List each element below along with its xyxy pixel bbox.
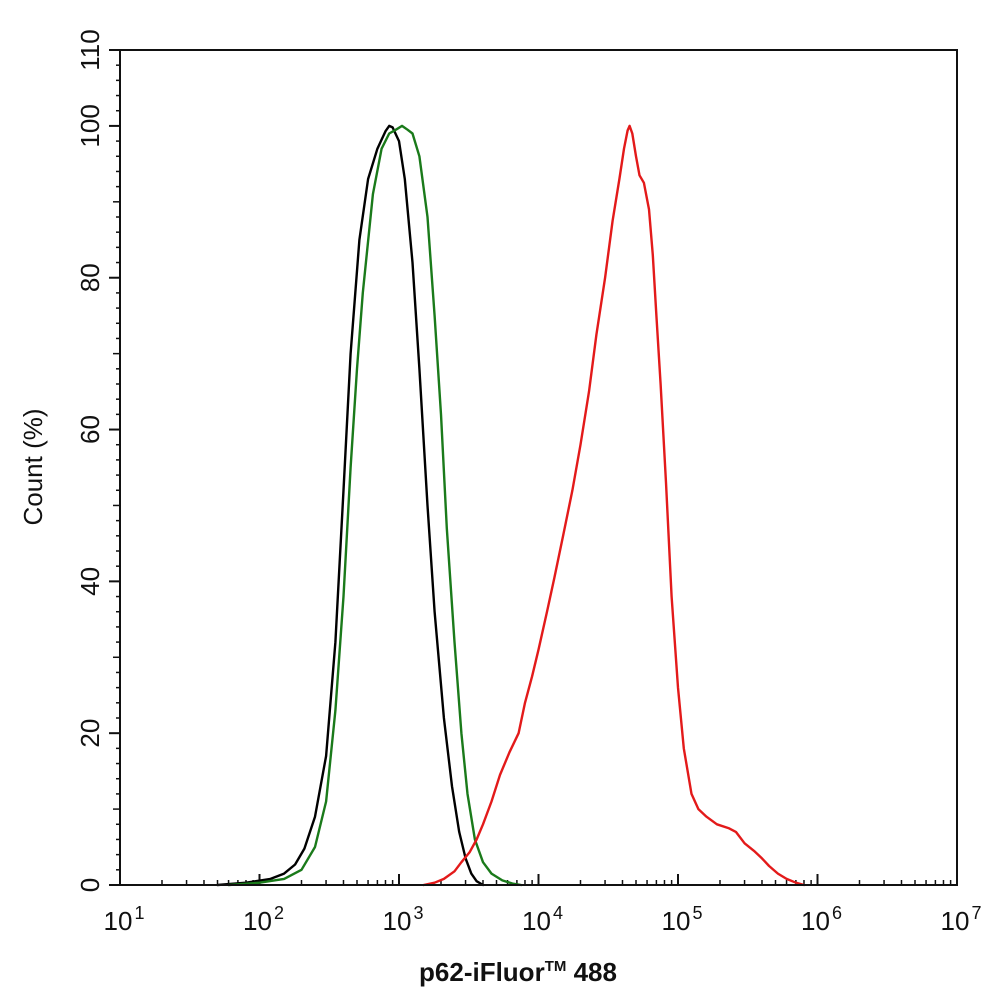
x-tick-exponent: 7 xyxy=(971,903,981,923)
x-tick-label: 10 5 xyxy=(662,903,703,936)
x-tick-labels: 10 1 10 2 10 3 10 4 10 5 10 6 10 7 xyxy=(104,903,982,936)
x-tick-label: 10 6 xyxy=(801,903,842,936)
x-tick-base: 10 xyxy=(941,906,970,936)
y-tick-label: 100 xyxy=(75,104,105,147)
minor-ticks xyxy=(113,64,952,885)
x-tick-label: 10 2 xyxy=(243,903,284,936)
series-line-3 xyxy=(422,124,806,887)
plot-frame xyxy=(119,49,958,886)
x-tick-exponent: 2 xyxy=(274,903,284,923)
y-tick-label: 40 xyxy=(75,567,105,596)
y-tick-label: 80 xyxy=(75,263,105,292)
x-axis-title-trademark: TM xyxy=(545,958,567,975)
x-tick-label: 10 4 xyxy=(522,903,563,936)
x-tick-base: 10 xyxy=(383,906,412,936)
y-tick-label: 60 xyxy=(75,415,105,444)
x-tick-base: 10 xyxy=(243,906,272,936)
x-tick-exponent: 3 xyxy=(413,903,423,923)
x-tick-exponent: 6 xyxy=(832,903,842,923)
x-tick-label: 10 7 xyxy=(941,903,982,936)
x-tick-label: 10 3 xyxy=(383,903,424,936)
x-tick-exponent: 4 xyxy=(553,903,563,923)
x-tick-label: 10 1 xyxy=(104,903,145,936)
major-ticks xyxy=(109,49,958,886)
x-tick-exponent: 1 xyxy=(134,903,144,923)
x-tick-base: 10 xyxy=(522,906,551,936)
x-axis-title-main: p62-iFluor xyxy=(419,957,545,987)
x-tick-exponent: 5 xyxy=(692,903,702,923)
y-tick-label: 110 xyxy=(75,29,105,70)
x-tick-base: 10 xyxy=(801,906,830,936)
series-layer xyxy=(216,124,806,887)
y-tick-label: 0 xyxy=(75,878,105,892)
x-axis-title-suffix: 488 xyxy=(566,957,617,987)
x-axis-title: p62-iFluorTM 488 xyxy=(419,957,617,987)
x-tick-base: 10 xyxy=(104,906,133,936)
y-tick-label: 20 xyxy=(75,719,105,748)
y-axis-title: Count (%) xyxy=(18,408,48,525)
series-line-2 xyxy=(227,124,523,887)
x-tick-base: 10 xyxy=(662,906,691,936)
series-line-1 xyxy=(216,124,485,887)
y-tick-labels: 0 20 40 60 80 100 110 xyxy=(75,29,105,892)
